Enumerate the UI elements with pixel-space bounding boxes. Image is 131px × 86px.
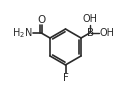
Text: O: O bbox=[37, 15, 45, 25]
Text: B: B bbox=[87, 28, 94, 38]
Text: H$_2$N: H$_2$N bbox=[12, 26, 32, 40]
Text: OH: OH bbox=[82, 14, 97, 24]
Text: OH: OH bbox=[99, 28, 114, 38]
Text: F: F bbox=[63, 73, 68, 83]
